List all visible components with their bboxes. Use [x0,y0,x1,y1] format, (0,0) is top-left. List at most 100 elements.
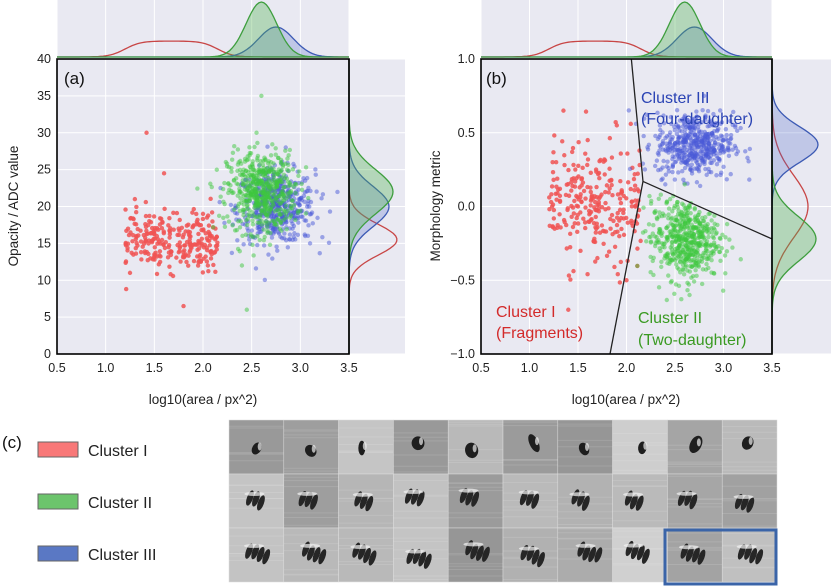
data-point-cluster-ii-b [696,243,701,249]
data-point-cluster-iii-b [681,120,687,125]
thumbnail-image [612,419,668,475]
data-point-cluster-iii-b [719,144,725,150]
data-point-cluster-ii-b [685,210,690,216]
data-point-cluster-ii-b [675,205,680,210]
data-point-cluster-i-b [563,192,569,198]
data-point-cluster-ii-a [268,230,273,236]
data-point-cluster-i-a [201,256,206,261]
data-point-cluster-ii-a [229,169,234,174]
data-point-cluster-ii-b [701,219,707,224]
data-point-cluster-ii-a [277,201,282,206]
data-point-cluster-iii-b [716,142,721,147]
data-point-cluster-i-b [612,264,617,270]
data-point-cluster-i-a [188,241,193,247]
data-point-cluster-ii-b [692,248,697,253]
data-point-cluster-iii-a [306,223,311,228]
data-point-cluster-i-b [621,232,627,238]
highlight-box [663,528,778,586]
data-point-cluster-ii-a [259,93,264,99]
panel-label-c: (c) [2,433,22,452]
data-point-cluster-iii-b [684,159,689,165]
data-point-cluster-ii-b [709,218,714,223]
data-point-cluster-i-b [547,195,552,200]
top-kde-cluster-ii-a [57,1,349,58]
data-point-cluster-i-b [614,123,619,128]
data-point-cluster-i-b [608,216,613,222]
data-point-cluster-i-b [615,210,620,216]
data-point-cluster-ii-a [250,161,255,167]
data-point-cluster-ii-b [658,192,664,197]
data-point-cluster-ii-b [669,243,675,248]
data-point-cluster-ii-a [241,172,246,177]
data-point-cluster-iii-b [661,158,666,164]
data-point-cluster-iii-b [728,171,733,177]
data-point-cluster-ii-b [680,266,685,272]
data-point-cluster-i-a [194,222,199,227]
data-point-cluster-iii-b [735,128,740,134]
data-point-cluster-ii-a [208,181,213,186]
data-point-cluster-ii-a [250,179,256,184]
plot-frame-a [56,58,350,355]
data-point-cluster-i-a [146,222,151,228]
x-tick-label-a: 0.5 [48,361,65,375]
data-point-cluster-ii-b [687,264,693,269]
thumbnail-image [338,419,394,475]
data-point-cluster-i-b [617,196,623,201]
data-point-cluster-i-a [186,232,192,237]
data-point-cluster-ii-a [255,158,260,163]
thumbnail-image [721,473,778,529]
data-point-cluster-ii-b [707,244,713,249]
data-point-cluster-iii-b [674,122,679,127]
data-point-cluster-ii-b [678,228,683,233]
data-point-cluster-ii-a [236,218,241,224]
data-point-cluster-i-b [564,182,569,187]
data-point-cluster-ii-a [232,144,237,149]
data-point-cluster-ii-b [685,205,690,210]
data-point-cluster-ii-a [288,213,294,218]
data-point-cluster-i-b [570,224,576,230]
data-point-cluster-ii-b [685,239,690,245]
data-point-cluster-i-b [624,215,629,221]
data-point-cluster-ii-a [299,181,304,187]
data-point-cluster-ii-b [720,232,725,238]
data-point-cluster-i-b [608,226,613,231]
data-point-cluster-ii-a [237,249,242,254]
data-point-cluster-ii-a [243,168,249,173]
data-point-cluster-ii-a [224,164,230,169]
data-point-cluster-iii-a [326,240,332,246]
data-point-cluster-ii-a [288,205,293,211]
data-point-cluster-i-a [176,232,182,238]
data-point-cluster-iii-b [724,177,729,182]
x-tick-label-a: 1.5 [146,361,163,375]
data-point-cluster-iii-b [653,133,658,139]
data-point-cluster-ii-a [260,190,265,195]
data-point-cluster-ii-b [649,198,654,204]
data-point-cluster-i-b [555,187,561,192]
data-point-cluster-iii-b [657,148,662,153]
data-point-cluster-ii-a [261,185,266,190]
x-axis-label-b: log10(area / px^2) [572,392,680,407]
data-point-cluster-i-a [162,206,167,212]
data-point-cluster-i-b [632,172,637,177]
data-point-cluster-ii-a [246,157,251,162]
data-point-cluster-ii-b [718,258,723,264]
y-tick-label-b: 0.0 [458,200,475,214]
data-point-cluster-iii-b [680,168,685,174]
data-point-cluster-ii-a [281,185,286,190]
data-point-cluster-ii-a [235,162,241,167]
annotation-cluster-ii: Cluster II (Two-daughter) [638,310,747,349]
data-point-cluster-iii-a [287,232,293,237]
data-point-cluster-ii-a [271,169,276,175]
data-point-cluster-ii-a [303,165,309,170]
data-point-cluster-iii-a [302,199,307,204]
data-point-cluster-ii-b [659,233,664,239]
data-point-cluster-ii-a [262,198,267,203]
data-point-cluster-iii-b [661,113,666,118]
data-point-cluster-i-b [633,198,638,203]
data-point-cluster-ii-b [640,230,646,235]
data-point-cluster-ii-b [709,230,715,235]
data-point-cluster-ii-a [230,150,236,156]
data-point-cluster-iii-a [295,232,301,238]
data-point-cluster-i-b [550,202,556,207]
data-point-cluster-ii-b [680,241,685,246]
